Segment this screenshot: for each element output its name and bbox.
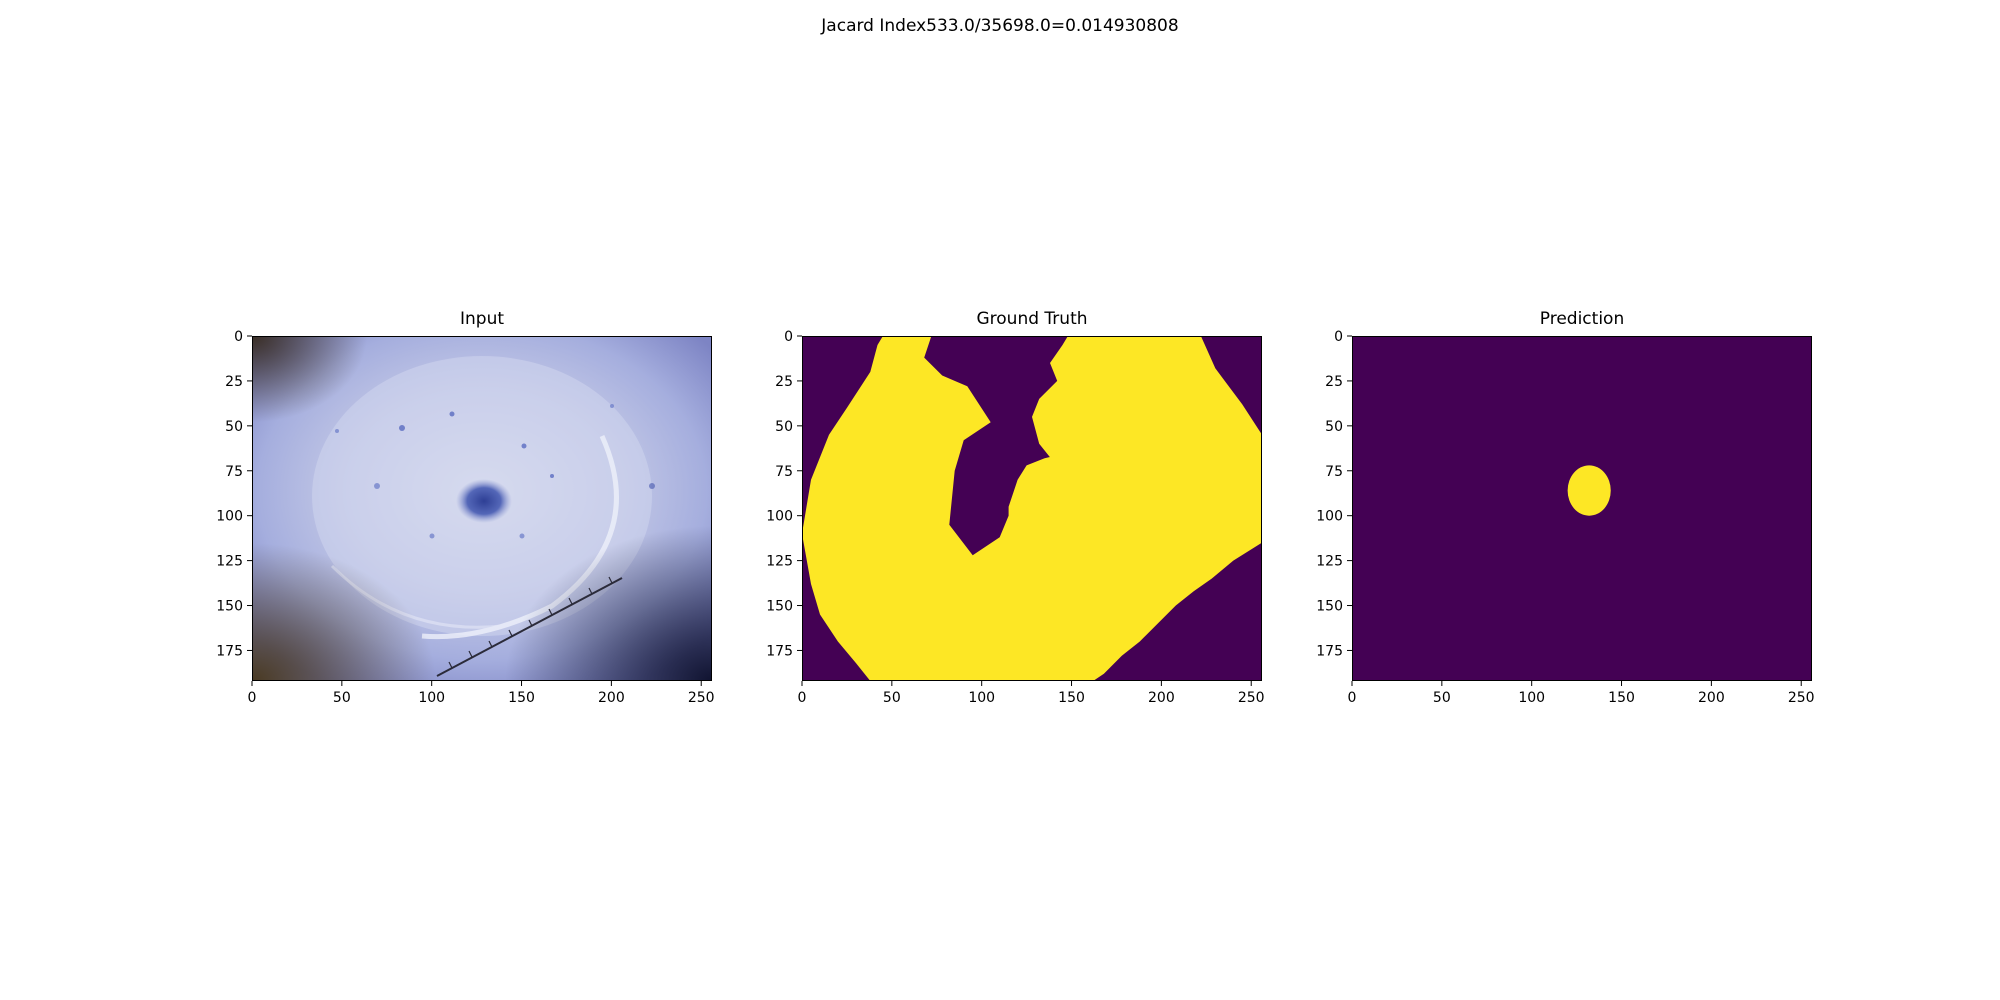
panel-title-prediction: Prediction bbox=[1539, 309, 1625, 329]
prediction-xtick-label: 250 bbox=[1788, 690, 1815, 706]
ground-truth-xtick-label: 100 bbox=[968, 690, 995, 706]
input-ytick-label: 25 bbox=[225, 374, 243, 390]
prediction-ytick-label: 0 bbox=[1334, 329, 1343, 345]
prediction-xtick-label: 150 bbox=[1608, 690, 1635, 706]
input-xtick-label: 0 bbox=[248, 690, 257, 706]
ground-truth-ytick-label: 125 bbox=[766, 554, 793, 570]
ground-truth-ytick-label: 75 bbox=[775, 464, 793, 480]
input-xtick-label: 50 bbox=[333, 690, 351, 706]
ground-truth-xtick-label: 250 bbox=[1238, 690, 1265, 706]
prediction-xtick-label: 100 bbox=[1518, 690, 1545, 706]
ground-truth-ytick-label: 0 bbox=[784, 329, 793, 345]
prediction-xtick-label: 0 bbox=[1348, 690, 1357, 706]
panel-title-input: Input bbox=[459, 309, 505, 329]
ground-truth-ytick-label: 150 bbox=[766, 599, 793, 615]
input-ytick-label: 75 bbox=[225, 464, 243, 480]
ground-truth-xtick-label: 200 bbox=[1148, 690, 1175, 706]
figure-suptitle: Jacard Index533.0/35698.0=0.014930808 bbox=[821, 16, 1179, 36]
panel-title-ground-truth: Ground Truth bbox=[976, 309, 1088, 329]
ground-truth-mask-svg bbox=[802, 336, 1262, 681]
ground-truth-xtick-label: 150 bbox=[1058, 690, 1085, 706]
prediction-ytick-label: 125 bbox=[1316, 554, 1343, 570]
prediction-lesion-region bbox=[1567, 465, 1611, 516]
ground-truth-xtick-label: 50 bbox=[883, 690, 901, 706]
ground-truth-ytick-label: 25 bbox=[775, 374, 793, 390]
ground-truth-ytick-label: 50 bbox=[775, 419, 793, 435]
input-image-svg bbox=[252, 336, 712, 681]
prediction-xtick-label: 200 bbox=[1698, 690, 1725, 706]
prediction-ytick-label: 75 bbox=[1325, 464, 1343, 480]
prediction-ytick-label: 150 bbox=[1316, 599, 1343, 615]
input-ytick-label: 0 bbox=[234, 329, 243, 345]
ground-truth-xtick-label: 0 bbox=[798, 690, 807, 706]
input-ytick-label: 100 bbox=[216, 509, 243, 525]
ground-truth-mask bbox=[802, 336, 1262, 681]
input-ytick-label: 125 bbox=[216, 554, 243, 570]
input-ytick-label: 175 bbox=[216, 643, 243, 659]
prediction-xtick-label: 50 bbox=[1433, 690, 1451, 706]
input-xtick-label: 200 bbox=[598, 690, 625, 706]
prediction-ytick-label: 50 bbox=[1325, 419, 1343, 435]
input-xtick-label: 250 bbox=[688, 690, 715, 706]
prediction-ytick-label: 25 bbox=[1325, 374, 1343, 390]
prediction-mask bbox=[1352, 336, 1812, 681]
prediction-mask-svg bbox=[1352, 336, 1812, 681]
input-ytick-label: 50 bbox=[225, 419, 243, 435]
ground-truth-ytick-label: 175 bbox=[766, 643, 793, 659]
input-xtick-label: 100 bbox=[418, 690, 445, 706]
prediction-ytick-label: 175 bbox=[1316, 643, 1343, 659]
input-ytick-label: 150 bbox=[216, 599, 243, 615]
ground-truth-ytick-label: 100 bbox=[766, 509, 793, 525]
prediction-ytick-label: 100 bbox=[1316, 509, 1343, 525]
input-image bbox=[252, 336, 712, 681]
input-xtick-label: 150 bbox=[508, 690, 535, 706]
ground-truth-lesion-region bbox=[802, 336, 1262, 681]
